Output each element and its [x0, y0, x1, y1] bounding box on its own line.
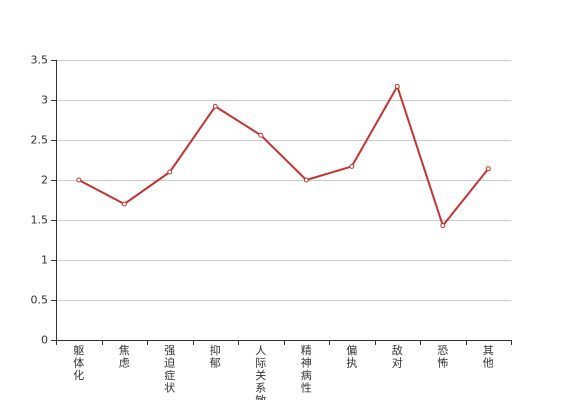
- data-point[interactable]: [212, 103, 218, 109]
- y-tick-label: 2: [41, 174, 48, 187]
- x-tick-labels: 躯体化 焦虑 强迫症状 抑郁 人际关系敏感 精神病性 偏执 敌对 恐怖 其他: [73, 343, 494, 400]
- data-point[interactable]: [485, 166, 491, 172]
- x-tick-label: 敌对: [392, 343, 403, 370]
- y-tick-label: 3: [41, 94, 48, 107]
- axes: [51, 60, 512, 345]
- x-tick-label: 强迫症状: [164, 344, 175, 395]
- x-tick-label: 其他: [483, 344, 494, 370]
- data-point[interactable]: [167, 169, 173, 175]
- data-point[interactable]: [258, 132, 264, 138]
- y-tick-label: 0: [41, 334, 48, 347]
- series-layer: [77, 85, 490, 227]
- y-tick-label: 0.5: [31, 294, 49, 307]
- x-tick-label: 抑郁: [210, 343, 221, 370]
- x-tick-label: 偏执: [346, 343, 357, 370]
- grid-lines: [56, 60, 511, 301]
- y-tick-label: 2.5: [31, 134, 49, 147]
- x-tick-label: 精神病性: [301, 344, 312, 395]
- data-point[interactable]: [440, 223, 446, 229]
- y-tick-label: 1.5: [31, 214, 49, 227]
- data-point[interactable]: [303, 177, 309, 183]
- x-tick-label: 恐怖: [437, 344, 448, 370]
- data-point[interactable]: [349, 163, 355, 169]
- data-points: [76, 83, 491, 229]
- x-tick-label: 躯体化: [73, 344, 84, 382]
- y-tick-labels: 0 0.5 1 1.5 2 2.5 3 3.5: [31, 54, 49, 347]
- data-point[interactable]: [76, 177, 82, 183]
- x-tick-label: 焦虑: [119, 344, 130, 370]
- data-point[interactable]: [121, 201, 127, 207]
- series-line: [77, 85, 490, 227]
- y-tick-label: 3.5: [31, 54, 49, 67]
- x-tick-label: 人际关系敏感: [255, 344, 266, 400]
- y-tick-label: 1: [41, 254, 48, 267]
- data-point[interactable]: [394, 83, 400, 89]
